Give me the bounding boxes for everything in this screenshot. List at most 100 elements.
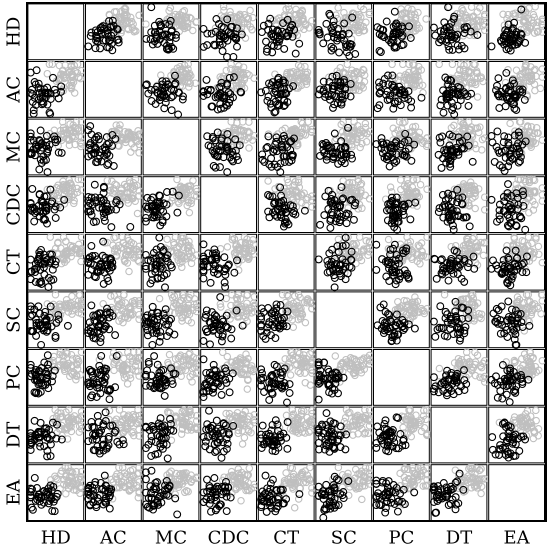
data-point-black (220, 91, 229, 100)
data-point-grey (66, 126, 75, 135)
data-point-grey (227, 118, 235, 126)
data-point-grey (409, 67, 418, 75)
data-point-black (167, 26, 176, 35)
data-point-black (37, 139, 46, 147)
data-point-grey (457, 17, 466, 26)
data-point-black (215, 19, 223, 28)
data-point-black (91, 26, 100, 35)
data-point-grey (71, 140, 79, 149)
data-point-grey (460, 66, 468, 74)
cell-CT-HD (26, 233, 86, 292)
data-point-grey (226, 86, 235, 95)
data-point-black (494, 74, 503, 83)
data-point-black (508, 41, 517, 50)
data-point-black (504, 26, 513, 35)
data-point-black (273, 42, 282, 50)
data-point-grey (512, 66, 521, 74)
data-point-black (442, 38, 451, 47)
data-point-black (444, 80, 453, 89)
data-point-black (282, 32, 291, 41)
data-point-black (111, 134, 120, 143)
data-point-grey (534, 27, 542, 36)
data-point-black (325, 9, 334, 18)
cell-border (142, 118, 200, 176)
data-point-grey (115, 124, 123, 133)
data-point-black (101, 146, 110, 155)
data-point-grey (422, 15, 430, 23)
data-point-black (162, 77, 171, 86)
data-point-grey (62, 129, 71, 137)
data-point-black (104, 139, 113, 148)
data-point-black (501, 102, 510, 111)
data-point-black (170, 86, 178, 95)
data-point-black (232, 24, 241, 33)
data-point-black (460, 44, 469, 53)
data-point-black (319, 77, 328, 86)
data-point-grey (294, 16, 303, 25)
data-point-black (375, 83, 384, 91)
data-point-grey (473, 17, 481, 25)
data-point-black (288, 21, 296, 30)
cell-SC-MC (141, 290, 201, 349)
data-point-grey (476, 18, 485, 26)
data-point-black (449, 85, 458, 94)
cell-MC-EA (487, 118, 547, 176)
data-point-black (159, 87, 168, 96)
data-point-grey (244, 128, 252, 137)
data-point-black (510, 18, 519, 27)
data-point-grey (175, 17, 184, 26)
data-point-grey (409, 81, 417, 89)
data-point-grey (45, 60, 54, 69)
data-point-black (407, 97, 416, 106)
cell-CDC-SC (315, 175, 374, 233)
data-point-grey (471, 80, 480, 89)
data-point-black (321, 93, 330, 101)
data-point-black (160, 104, 169, 113)
data-point-grey (297, 62, 305, 71)
data-point-black (509, 24, 517, 33)
matrix-cells (26, 2, 547, 522)
data-point-black (400, 94, 409, 102)
data-point-grey (114, 141, 122, 150)
cell-CDC-MC (141, 175, 201, 233)
data-point-black (54, 148, 63, 157)
data-point-black (467, 89, 476, 98)
data-point-black (406, 34, 415, 42)
data-point-grey (180, 24, 189, 33)
data-point-grey (119, 134, 127, 142)
data-point-black (333, 34, 342, 43)
data-point-grey (418, 81, 427, 90)
data-point-grey (248, 136, 257, 144)
data-point-grey (435, 60, 443, 69)
data-point-black (496, 36, 505, 45)
data-point-grey (68, 81, 76, 90)
data-point-black (441, 73, 450, 82)
data-point-black (511, 93, 520, 102)
data-point-black (142, 34, 151, 43)
data-point-grey (58, 118, 67, 126)
data-point-grey (58, 67, 67, 75)
data-point-grey (227, 60, 235, 69)
data-point-black (57, 148, 66, 157)
data-point-grey (285, 11, 294, 20)
data-point-grey (288, 73, 297, 82)
data-point-black (269, 42, 278, 50)
data-point-grey (65, 141, 74, 149)
data-point-black (506, 82, 515, 91)
cell-HD-CT (257, 2, 316, 61)
data-point-grey (301, 62, 309, 71)
data-point-grey (360, 71, 369, 79)
data-point-grey (530, 29, 539, 37)
data-point-grey (333, 67, 341, 75)
data-point-black (321, 89, 330, 98)
data-point-grey (283, 68, 291, 77)
data-point-black (150, 28, 159, 37)
data-point-black (150, 37, 159, 46)
data-point-black (35, 165, 44, 174)
data-point-black (329, 17, 338, 26)
cell-SC-DT (429, 290, 488, 349)
data-point-black (386, 91, 395, 100)
data-point-black (315, 30, 324, 39)
cell-CDC-HD (26, 175, 86, 233)
data-point-grey (529, 19, 538, 27)
